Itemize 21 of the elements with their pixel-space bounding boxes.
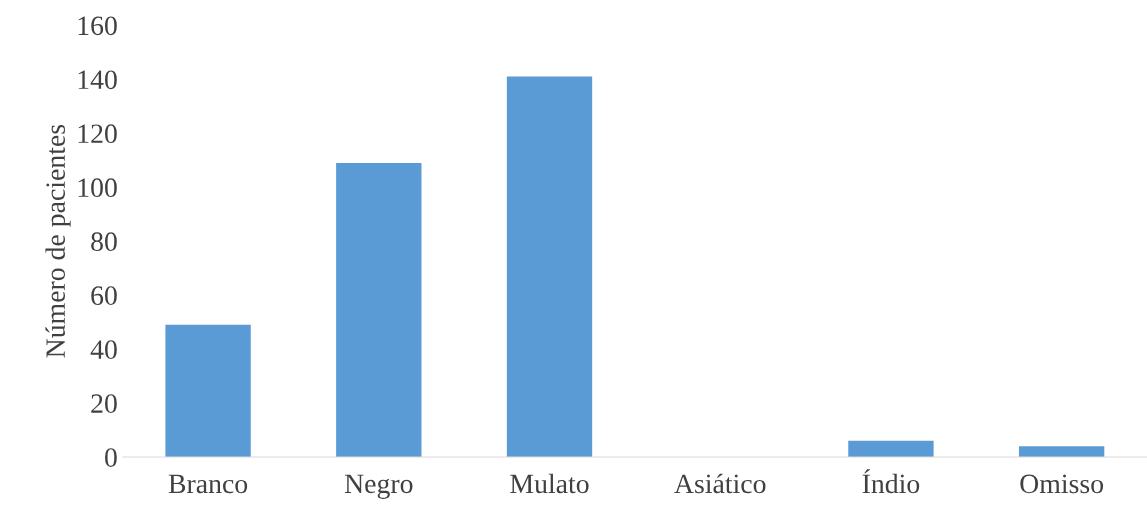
bar	[1018, 446, 1105, 458]
x-tick-label: Negro	[344, 474, 413, 499]
x-tick-label: Asiático	[674, 473, 766, 494]
bar	[165, 324, 251, 458]
y-tick-label: 60	[91, 286, 117, 306]
x-tick-label: Índio	[862, 469, 920, 494]
y-tick-label: 120	[78, 124, 117, 144]
x-tick-label: Omisso	[1020, 474, 1104, 494]
y-tick-label: 20	[91, 394, 117, 413]
x-tick-label: Branco	[168, 474, 248, 494]
bar	[336, 162, 422, 458]
y-tick-label: 160	[78, 16, 117, 36]
y-tick-label: 100	[78, 178, 117, 198]
y-tick-label: 40	[90, 340, 117, 359]
x-tick-label: Mulato	[510, 473, 589, 494]
y-tick-label: 0	[105, 448, 117, 467]
bar	[848, 440, 934, 458]
y-tick-label: 80	[91, 232, 117, 252]
bar	[506, 76, 593, 458]
y-axis-title: Número de pacientes	[45, 124, 71, 358]
y-tick-label: 140	[78, 70, 117, 90]
